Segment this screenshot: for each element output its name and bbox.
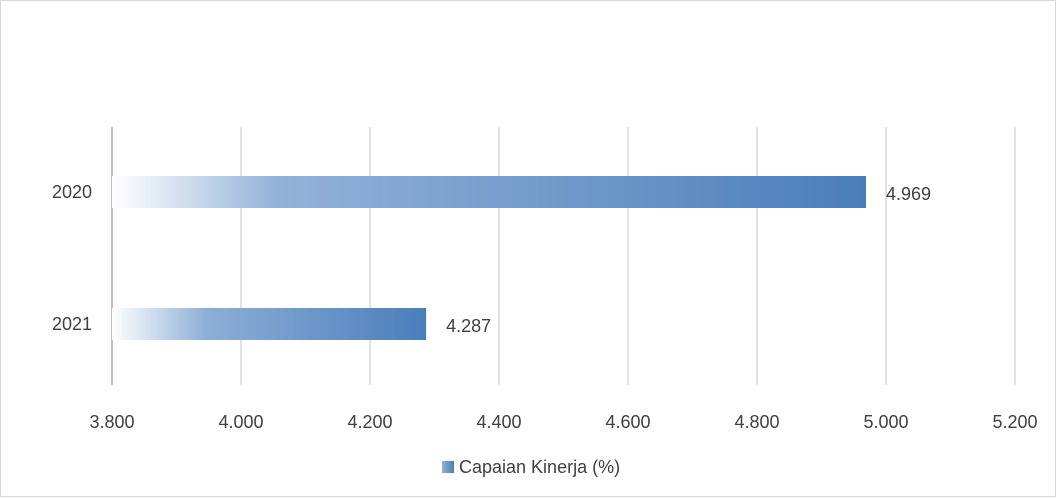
x-tick-label: 4.200 [347, 412, 392, 432]
y-category-label: 2021 [52, 314, 92, 334]
x-tick-label: 4.600 [605, 412, 650, 432]
x-tick-label: 4.400 [476, 412, 521, 432]
x-tick-label: 3.800 [89, 412, 134, 432]
bars [112, 176, 867, 340]
x-tick-label: 4.800 [734, 412, 779, 432]
labels: 3.800 4.000 4.200 4.400 4.600 4.800 5.000 5.200… [52, 182, 1038, 432]
x-tick-label: 4.000 [218, 412, 263, 432]
bar-2021 [112, 308, 427, 340]
gridlines [111, 127, 1016, 385]
legend-swatch [442, 461, 454, 473]
data-label: 4.969 [886, 184, 931, 204]
data-label: 4.287 [446, 316, 491, 336]
bar-2020 [112, 176, 867, 208]
x-tick-label: 5.200 [992, 412, 1037, 432]
legend: Capaian Kinerja (%) [442, 457, 620, 477]
legend-label: Capaian Kinerja (%) [459, 457, 620, 477]
x-tick-label: 5.000 [863, 412, 908, 432]
y-category-label: 2020 [52, 182, 92, 202]
